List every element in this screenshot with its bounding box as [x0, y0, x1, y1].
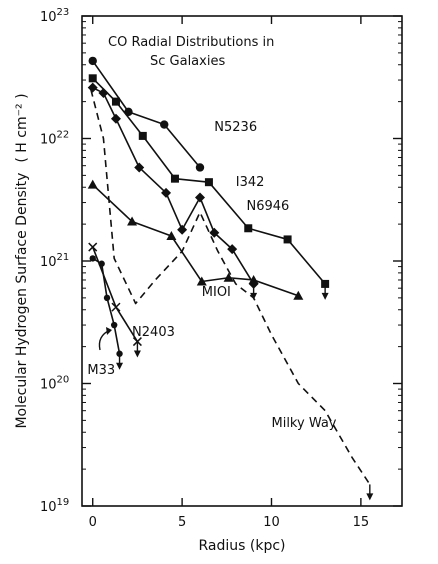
chart-title-line-2: Sc Galaxies	[150, 54, 225, 69]
data-point-m101	[196, 276, 207, 286]
data-point-n6946	[111, 97, 120, 106]
data-point-i342	[161, 187, 172, 198]
x-tick-label-3: 15	[353, 515, 370, 530]
data-point-m101	[166, 230, 177, 240]
series-m101	[87, 179, 304, 300]
x-tick-label-0: 0	[89, 515, 97, 530]
data-point-i342	[134, 162, 145, 173]
y-tick-label-3: 1022	[40, 130, 69, 148]
data-point-i342	[194, 192, 205, 203]
upper-limit-arrowhead-m33	[116, 362, 124, 370]
data-point-i342	[110, 113, 121, 124]
series-line-i342	[92, 86, 255, 285]
data-point-n6946	[244, 224, 253, 233]
y-tick-base-2: 10	[40, 255, 57, 270]
y-tick-exp-3: 22	[57, 130, 70, 141]
annotation-i342: I342	[236, 175, 265, 190]
x-tick-label-1: 5	[178, 515, 186, 530]
data-point-m33	[89, 255, 96, 262]
upper-limit-arrowhead-milky-way	[366, 493, 374, 501]
y-tick-label-0: 1019	[40, 497, 69, 515]
annotations: N5236 I342 N6946 MIOI N2403 M33 Milky Way	[87, 120, 336, 431]
data-point-n2403	[88, 242, 98, 252]
data-point-i342	[209, 227, 220, 238]
y-tick-label-4: 1023	[40, 7, 69, 25]
data-point-i342	[227, 244, 238, 255]
x-axis-label: Radius (kpc)	[198, 538, 285, 554]
data-point-n6946	[138, 131, 147, 140]
y-tick-exp-1: 20	[57, 375, 70, 386]
y-tick-base-4: 10	[40, 10, 57, 25]
series-m33	[89, 255, 124, 370]
data-point-n5236	[195, 163, 205, 172]
y-tick-base-0: 10	[40, 500, 57, 515]
data-point-m101	[87, 179, 98, 189]
data-point-n2403	[132, 337, 142, 347]
y-tick-base-1: 10	[40, 378, 57, 393]
chart-title: CO Radial Distributions in Sc Galaxies	[108, 35, 274, 69]
y-axis-label: Molecular Hydrogen Surface Density ( H cm…	[14, 93, 30, 428]
annotation-m33: M33	[87, 363, 115, 378]
series-line-n5236	[92, 60, 201, 168]
upper-limit-arrowhead-n6946	[321, 292, 329, 300]
y-tick-label-2: 1021	[40, 252, 69, 270]
data-point-n5236	[88, 56, 97, 66]
data-point-i342	[87, 82, 98, 93]
chart-title-line-1: CO Radial Distributions in	[108, 35, 274, 50]
data-point-n6946	[283, 235, 292, 244]
data-point-m101	[293, 290, 304, 300]
data-point-m33	[103, 294, 111, 302]
series-n6946	[88, 74, 330, 300]
data-point-m101	[248, 274, 259, 284]
annotation-mioi: MIOI	[202, 285, 231, 300]
data-point-m33	[110, 321, 118, 329]
data-point-n6946	[170, 174, 179, 183]
upper-limit-arrowhead-n2403	[133, 350, 141, 358]
y-axis-label-unit: ( H cm⁻² )	[14, 93, 30, 162]
data-point-i342	[177, 224, 188, 235]
annotation-n6946: N6946	[246, 199, 289, 214]
series-line-milky-way	[90, 89, 371, 485]
series-n5236	[88, 56, 205, 172]
series-line-n6946	[92, 77, 326, 285]
upper-limit-arrowhead-i342	[250, 292, 258, 300]
data-point-n2403	[111, 302, 121, 312]
plot-frame	[81, 15, 403, 507]
data-point-n6946	[88, 74, 97, 83]
annotation-milky-way: Milky Way	[271, 416, 336, 431]
m33-leader-arrowhead	[106, 327, 112, 335]
data-point-m101	[223, 272, 234, 282]
series-layer	[87, 56, 374, 501]
data-point-m101	[127, 216, 138, 226]
series-n2403	[88, 242, 142, 358]
y-axis-label-text: Molecular Hydrogen Surface Density	[14, 173, 30, 429]
annotation-n5236: N5236	[214, 120, 257, 135]
series-milky-way	[90, 89, 374, 501]
y-tick-exp-2: 21	[57, 252, 70, 263]
data-point-i342	[98, 88, 109, 99]
data-point-n6946	[204, 178, 213, 187]
data-point-n5236	[160, 120, 169, 129]
y-tick-exp-4: 23	[57, 7, 70, 18]
y-tick-base-3: 10	[40, 133, 57, 148]
y-tick-exp-0: 19	[57, 497, 70, 508]
x-tick-label-2: 10	[263, 515, 280, 530]
y-tick-label-1: 1020	[40, 375, 69, 393]
series-i342	[87, 82, 259, 300]
y-axis-label-group: Molecular Hydrogen Surface Density ( H cm…	[14, 93, 30, 428]
annotation-n2403: N2403	[132, 325, 175, 340]
